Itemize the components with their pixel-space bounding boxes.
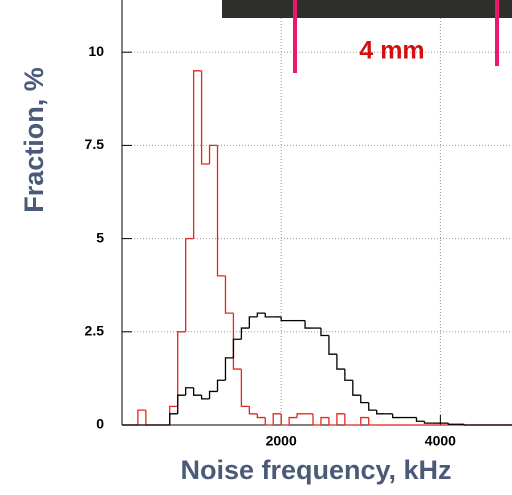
histogram-step [264, 417, 274, 426]
histogram-step [216, 145, 226, 277]
histogram-step [240, 327, 250, 340]
histogram-step [192, 387, 202, 396]
histogram-step [224, 357, 234, 381]
histogram-step [463, 424, 473, 426]
x-axis-title: Noise frequency, kHz [180, 455, 451, 485]
histogram-step [177, 394, 186, 414]
histogram-step [177, 331, 186, 407]
histogram-step [336, 354, 345, 370]
histogram-step [256, 413, 266, 419]
scale-label: 4 mm [359, 37, 424, 65]
histogram-step [192, 70, 202, 239]
histogram-step [272, 413, 282, 425]
histogram-step [288, 416, 298, 425]
histogram-step [312, 413, 321, 426]
histogram-step [169, 413, 178, 425]
histogram-step [328, 335, 337, 355]
y-axis-title: Fraction, % [19, 67, 49, 213]
histogram-step [185, 387, 194, 396]
histogram-step [232, 313, 242, 370]
histogram-step [352, 380, 361, 396]
histogram-step [296, 413, 306, 418]
histogram-step [137, 409, 146, 425]
histogram-step [232, 338, 242, 358]
histogram-step [344, 413, 353, 426]
y-tick-label: 0 [96, 416, 104, 432]
histogram-step [248, 406, 258, 415]
histogram-step [208, 390, 218, 399]
histogram-step [447, 423, 457, 425]
histogram-step [360, 395, 369, 404]
y-tick-label: 10 [88, 43, 104, 59]
histogram-step [344, 369, 353, 381]
histogram-step [328, 417, 337, 426]
histogram-step [208, 144, 218, 165]
histogram-step [240, 369, 250, 408]
y-tick-label: 5 [96, 229, 104, 245]
x-tick-label: 2000 [266, 433, 297, 449]
histogram-step [360, 416, 369, 425]
histogram-step [224, 275, 234, 314]
histogram-step [391, 413, 401, 419]
histogram-step [200, 70, 210, 165]
histogram-step [248, 316, 258, 329]
histogram-step [336, 413, 345, 425]
histogram-step [376, 410, 385, 415]
histogram-step [145, 410, 154, 426]
histogram-step [304, 320, 314, 329]
histogram-step [185, 237, 194, 332]
histogram-step [264, 313, 274, 318]
histogram-step [216, 379, 226, 392]
histogram-step [320, 416, 329, 425]
inset-photo-band [222, 0, 512, 18]
histogram-step [169, 405, 178, 425]
histogram-step [368, 417, 377, 426]
histogram-step [415, 417, 425, 422]
histogram-step [280, 316, 290, 322]
histogram-step [423, 421, 433, 424]
x-tick-label: 4000 [425, 433, 456, 449]
histogram-step [320, 328, 329, 337]
y-tick-label: 7.5 [85, 136, 105, 152]
histogram-step [368, 402, 377, 411]
y-tick-label: 2.5 [85, 323, 105, 339]
histogram-step [280, 413, 290, 426]
histogram-step [200, 395, 210, 400]
histogram-step [256, 312, 266, 317]
